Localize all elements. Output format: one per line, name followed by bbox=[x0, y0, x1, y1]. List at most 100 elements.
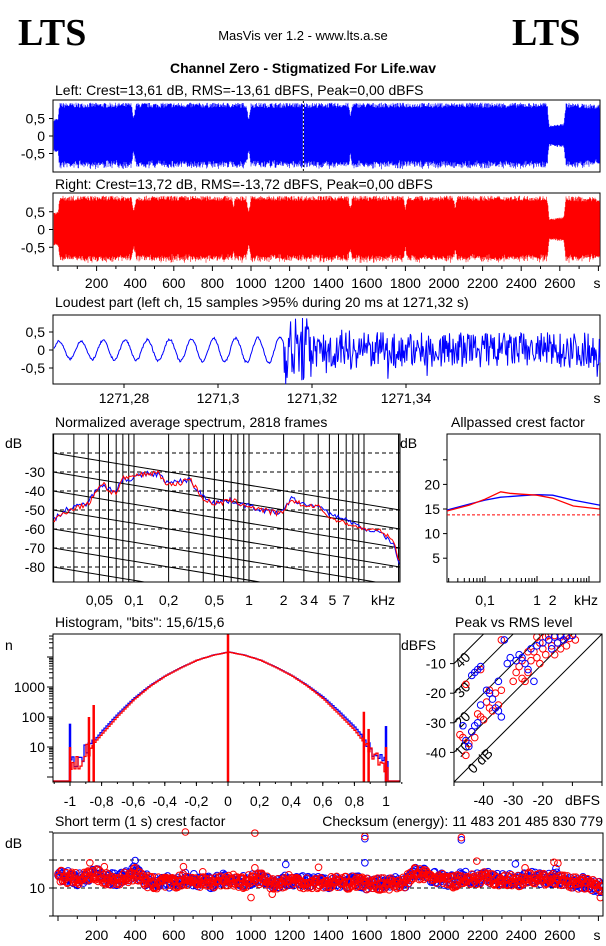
right-waveform-ytick-label: -0,5 bbox=[21, 239, 45, 255]
short-term-point-right bbox=[153, 884, 161, 893]
short-term-point-right bbox=[525, 868, 533, 877]
histogram-xtick-label: 0,2 bbox=[250, 793, 270, 809]
peak-rms-point-left bbox=[518, 653, 526, 662]
short-term-xtick-label: 2200 bbox=[467, 927, 498, 943]
short-term-outlier-right bbox=[521, 864, 529, 872]
short-term-outlier-right bbox=[314, 863, 323, 872]
loudest-part-title: Loudest part (left ch, 15 samples >95% d… bbox=[55, 294, 469, 310]
spectrum-slope-line bbox=[53, 547, 264, 582]
histogram-ytick-label: 100 bbox=[22, 709, 46, 725]
peak-rms-point-right bbox=[497, 686, 506, 695]
peak-rms-point-right bbox=[556, 645, 565, 653]
short-term-point-right bbox=[101, 879, 109, 888]
peak-rms-xtick-label: -20 bbox=[533, 792, 553, 808]
spectrum-xtick-label: 0,5 bbox=[205, 592, 225, 608]
loudest-xtick-label: 1271,3 bbox=[197, 390, 240, 406]
peak-rms-point-right bbox=[547, 642, 556, 650]
short-term-point-right bbox=[484, 869, 492, 878]
short-term-point-right bbox=[454, 871, 463, 880]
peak-rms-point-right bbox=[509, 677, 518, 686]
app-title: MasVis ver 1.2 - www.lts.a.se bbox=[218, 28, 388, 43]
short-term-xtick-label: 1800 bbox=[390, 927, 421, 943]
short-term-outlier-right bbox=[268, 890, 277, 898]
short-term-point-right bbox=[95, 866, 104, 875]
short-term-point-right bbox=[240, 883, 248, 892]
spectrum-xtick-label: 2 bbox=[280, 592, 288, 608]
peak-rms-point-left bbox=[512, 656, 520, 665]
short-term-ytick-label: 10 bbox=[29, 880, 45, 896]
peak-rms-point-left bbox=[521, 659, 529, 668]
spectrum-line-left bbox=[53, 470, 400, 565]
short-term-point-right bbox=[498, 880, 507, 889]
allpassed-ylabel: dB bbox=[400, 435, 417, 451]
short-term-outlier-right bbox=[596, 893, 603, 902]
short-term-xunit: s bbox=[594, 927, 601, 943]
spectrum-xtick-label: 4 bbox=[310, 592, 318, 608]
short-term-point-right bbox=[595, 885, 603, 894]
short-term-outlier-left bbox=[281, 860, 290, 869]
peak-rms-point-left bbox=[494, 677, 503, 686]
spectrum-ytick-label: -60 bbox=[25, 521, 45, 537]
peak-rms-point-left bbox=[524, 665, 532, 674]
spectrum-ytick-label: -70 bbox=[25, 540, 45, 556]
peak-rms-point-right bbox=[462, 680, 470, 689]
peak-rms-point-left bbox=[467, 727, 476, 736]
short-term-xtick-label: 1000 bbox=[235, 927, 266, 943]
short-term-point-right bbox=[353, 883, 362, 891]
histogram-xtick-label: 0,6 bbox=[313, 793, 333, 809]
loudest-xtick-label: 1271,28 bbox=[99, 390, 150, 406]
peak-rms-point-left bbox=[494, 707, 503, 715]
histogram-xtick-label: 1 bbox=[382, 793, 390, 809]
spectrum-xtick-label: 7 bbox=[342, 592, 350, 608]
spectrum-xtick-label: 1 bbox=[245, 592, 253, 608]
waveform-xtick-label: 1200 bbox=[274, 275, 305, 291]
peak-rms-ytick-label: -30 bbox=[426, 715, 446, 731]
peak-rms-ytick-label: -40 bbox=[426, 744, 446, 760]
peak-rms-point-right bbox=[485, 686, 494, 695]
spectrum-slope-line bbox=[53, 490, 400, 549]
peak-rms-point-left bbox=[497, 713, 506, 721]
short-term-outlier-right bbox=[251, 864, 259, 872]
histogram-xtick-label: 0 bbox=[224, 793, 232, 809]
short-term-point-right bbox=[472, 880, 481, 889]
short-term-point-right bbox=[323, 883, 332, 892]
short-term-outlier-right bbox=[86, 859, 94, 867]
spectrum-slope-line bbox=[53, 528, 379, 582]
crest-line-0 bbox=[454, 634, 602, 782]
spectrum-slope-line bbox=[53, 681, 400, 738]
spectrum-xtick-label: 0,2 bbox=[159, 592, 179, 608]
peak-rms-point-right bbox=[562, 642, 571, 650]
peak-rms-xtick-label: -40 bbox=[473, 792, 493, 808]
allpassed-title: Allpassed crest factor bbox=[451, 414, 585, 430]
histogram-xtick-label: 0,8 bbox=[345, 793, 365, 809]
right-waveform-signal bbox=[53, 195, 600, 263]
peak-rms-point-right bbox=[524, 668, 532, 677]
spectrum-line-right bbox=[53, 469, 400, 561]
checksum: Checksum (energy): 11 483 201 485 830 77… bbox=[322, 813, 603, 829]
spectrum-xtick-label: 0,05 bbox=[86, 592, 113, 608]
peak-rms-point-left bbox=[459, 721, 467, 730]
histogram-ytick-label: 1000 bbox=[14, 679, 45, 695]
histogram-xtick-label: -1 bbox=[64, 793, 77, 809]
peak-rms-ytick-label: -10 bbox=[426, 656, 446, 672]
short-term-xtick-label: 2000 bbox=[428, 927, 459, 943]
waveform-xtick-label: 200 bbox=[85, 275, 109, 291]
loudest-ytick-label: 0 bbox=[37, 342, 45, 358]
waveform-xtick-label: 800 bbox=[201, 275, 225, 291]
allpassed-ytick-label: 15 bbox=[424, 501, 440, 517]
waveform-xtick-label: 1400 bbox=[313, 275, 344, 291]
short-term-point-right bbox=[558, 871, 566, 880]
allpassed-line-right bbox=[447, 491, 600, 512]
peak-rms-point-right bbox=[533, 634, 541, 641]
peak-rms-point-left bbox=[473, 719, 482, 727]
histogram-title: Histogram, "bits": 15,6/15,6 bbox=[55, 614, 225, 630]
allpassed-xtick-label: 1 bbox=[533, 592, 541, 608]
allpassed-line-left bbox=[447, 494, 600, 511]
histogram-xtick-label: -0,6 bbox=[121, 793, 145, 809]
spectrum-frame bbox=[52, 433, 401, 583]
loudest-frame bbox=[52, 314, 601, 385]
histogram-ytick-label: 10 bbox=[29, 739, 45, 755]
short-term-outlier-right bbox=[247, 893, 255, 902]
peak-rms-point-left bbox=[547, 645, 556, 653]
